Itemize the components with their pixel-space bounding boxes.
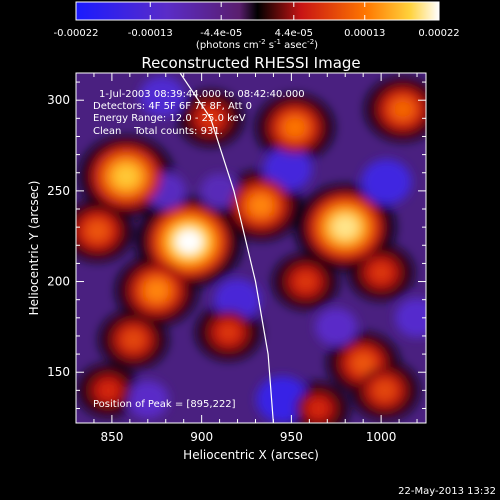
heatmap-hot-spot bbox=[376, 382, 394, 399]
heatmap-cold-spot bbox=[263, 147, 313, 191]
y-axis-ticks: 150 200 250 300 bbox=[47, 81, 426, 409]
heatmap-hot-spot bbox=[250, 196, 272, 215]
colorbar-tick-label: 0.00013 bbox=[344, 28, 385, 39]
colorbar-tick-label: 4.4e-05 bbox=[275, 28, 313, 39]
colorbar-tick-label: -0.00013 bbox=[128, 28, 173, 39]
y-tick-label: 250 bbox=[47, 184, 70, 198]
heatmap-hot-spot bbox=[146, 281, 167, 300]
y-tick-label: 300 bbox=[47, 93, 70, 107]
x-axis-ticks: 850 900 950 1000 bbox=[75, 73, 418, 444]
colorbar: -0.00022 -0.00013 -4.4e-05 4.4e-05 0.00013 0.… bbox=[54, 1, 460, 51]
colorbar-units: (photons cm-2 s-1 asec-2) bbox=[196, 38, 318, 51]
date-stamp: 22-May-2013 13:32 bbox=[398, 486, 496, 497]
heatmap-hot-spot bbox=[124, 331, 143, 348]
heatmap-cold-spot bbox=[139, 76, 185, 117]
colorbar-tick-label: -4.4e-05 bbox=[200, 28, 242, 39]
heatmap-hot-spot bbox=[175, 229, 203, 254]
colorbar-tick-label: -0.00022 bbox=[54, 28, 99, 39]
peak-position-label: Position of Peak = [895,222] bbox=[93, 399, 236, 410]
heatmap-hot-spot bbox=[220, 324, 237, 340]
heatmap-hot-spot bbox=[372, 265, 390, 280]
heatmap-cold-spot bbox=[315, 307, 358, 346]
heatmap-hot-spot bbox=[100, 383, 117, 398]
heatmap-hot-spot bbox=[285, 118, 305, 137]
annotation-block: 1-Jul-2003 08:39:44.000 to 08:42:40.000 … bbox=[93, 89, 305, 410]
heatmap-cold-spot bbox=[361, 159, 412, 205]
x-tick-label: 950 bbox=[280, 430, 303, 444]
heatmap-cold-spot bbox=[200, 173, 239, 209]
heatmap-cold-spot bbox=[214, 278, 261, 321]
annotation-detectors: Detectors: 4F 5F 6F 7F 8F, Att 0 bbox=[93, 101, 252, 112]
heatmap-layer bbox=[76, 76, 426, 423]
heatmap-cold-spot bbox=[256, 376, 309, 423]
heatmap-cold-spot bbox=[395, 298, 426, 338]
heatmap-hot-spot bbox=[114, 165, 139, 188]
colorbar-gradient bbox=[75, 1, 440, 21]
x-tick-label: 850 bbox=[100, 430, 123, 444]
heatmap-hot-spot bbox=[310, 401, 327, 416]
heatmap-hot-spot bbox=[393, 100, 413, 118]
annotation-time-range: 1-Jul-2003 08:39:44.000 to 08:42:40.000 bbox=[99, 89, 305, 100]
chart-title: Reconstructed RHESSI Image bbox=[141, 54, 360, 72]
solar-limb-curve bbox=[179, 73, 274, 423]
colorbar-ticks: -0.00022 -0.00013 -4.4e-05 4.4e-05 0.00013 0.… bbox=[54, 2, 460, 39]
y-tick-label: 150 bbox=[47, 365, 70, 379]
y-axis-label: Heliocentric Y (arcsec) bbox=[27, 181, 41, 316]
y-tick-label: 200 bbox=[47, 275, 70, 289]
heatmap-hot-spot bbox=[332, 215, 358, 239]
heatmap-cold-spot bbox=[126, 380, 169, 419]
plot-area bbox=[76, 73, 426, 423]
colorbar-tick-label: 0.00022 bbox=[418, 28, 459, 39]
heatmap-hot-spot bbox=[88, 222, 107, 239]
heatmap-hot-spot bbox=[354, 354, 373, 372]
x-tick-label: 1000 bbox=[366, 430, 397, 444]
heatmap-hot-spot bbox=[297, 274, 314, 289]
annotation-clean-counts: Clean Total counts: 931. bbox=[93, 126, 223, 137]
plot-frame bbox=[75, 72, 427, 424]
x-tick-label: 900 bbox=[190, 430, 213, 444]
x-axis-label: Heliocentric X (arcsec) bbox=[183, 448, 319, 462]
annotation-energy-range: Energy Range: 12.0 - 25.0 keV bbox=[93, 113, 246, 124]
